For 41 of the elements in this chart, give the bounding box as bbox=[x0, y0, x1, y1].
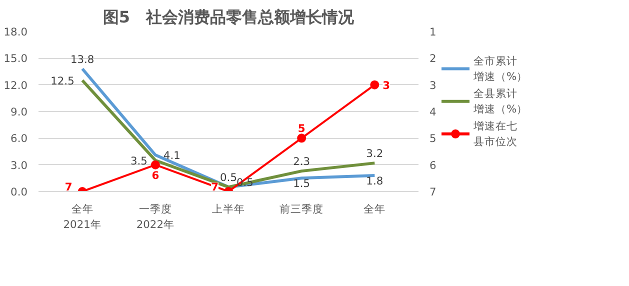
y2-tick-label: 7 bbox=[430, 186, 436, 198]
point bbox=[370, 80, 380, 90]
data-label: 3 bbox=[382, 78, 390, 92]
y-tick-label: 12.0 bbox=[4, 78, 28, 92]
data-label: 7 bbox=[211, 180, 219, 194]
data-label: 2.3 bbox=[293, 155, 310, 168]
point bbox=[150, 160, 160, 170]
y2-tick-label: 4 bbox=[430, 106, 436, 118]
data-label: 13.8 bbox=[70, 52, 94, 66]
data-label: 6 bbox=[152, 168, 160, 182]
y2-tick-label: 6 bbox=[430, 158, 436, 172]
chart-title: 图5 社会消费品零售总额增长情况 bbox=[102, 8, 356, 26]
x-tick-label: 全年 2021年 bbox=[63, 202, 102, 232]
data-label: 12.5 bbox=[50, 74, 74, 88]
x-tick-label: 全年 bbox=[364, 202, 386, 216]
y-tick-label: 6.0 bbox=[10, 132, 28, 146]
data-label: 1.8 bbox=[366, 174, 384, 188]
y2-tick-label: 3 bbox=[430, 78, 436, 92]
y2-tick-label: 1 bbox=[430, 26, 436, 38]
data-label: 1.5 bbox=[293, 177, 310, 190]
data-label: 3.5 bbox=[130, 154, 148, 168]
data-label: 3.2 bbox=[366, 147, 384, 160]
y-tick-label: 15.0 bbox=[4, 52, 28, 66]
point bbox=[297, 134, 306, 143]
data-label: 4.1 bbox=[163, 149, 180, 162]
y2-tick-label: 5 bbox=[430, 132, 436, 146]
y-tick-label: 0.0 bbox=[10, 186, 28, 198]
y2-tick-label: 2 bbox=[430, 52, 436, 66]
data-label: 0.5 bbox=[220, 171, 237, 184]
data-label: 0.5 bbox=[236, 176, 254, 190]
x-tick-label: 前三季度 bbox=[280, 202, 324, 216]
data-label: 7 bbox=[64, 180, 72, 194]
legend-label: 全市累计增速（%） bbox=[472, 54, 528, 84]
legend-label: 全县累计增速（%） bbox=[472, 87, 528, 116]
legend-label: 增速在七县市位次 bbox=[472, 120, 518, 148]
x-tick-label: 上半年 bbox=[212, 202, 245, 216]
y-tick-label: 3.0 bbox=[10, 158, 28, 172]
x-tick-label: 一季度 2022年 bbox=[136, 202, 174, 232]
y-tick-label: 18.0 bbox=[4, 26, 28, 38]
y-tick-label: 9.0 bbox=[10, 106, 28, 118]
data-label: 5 bbox=[298, 122, 306, 136]
